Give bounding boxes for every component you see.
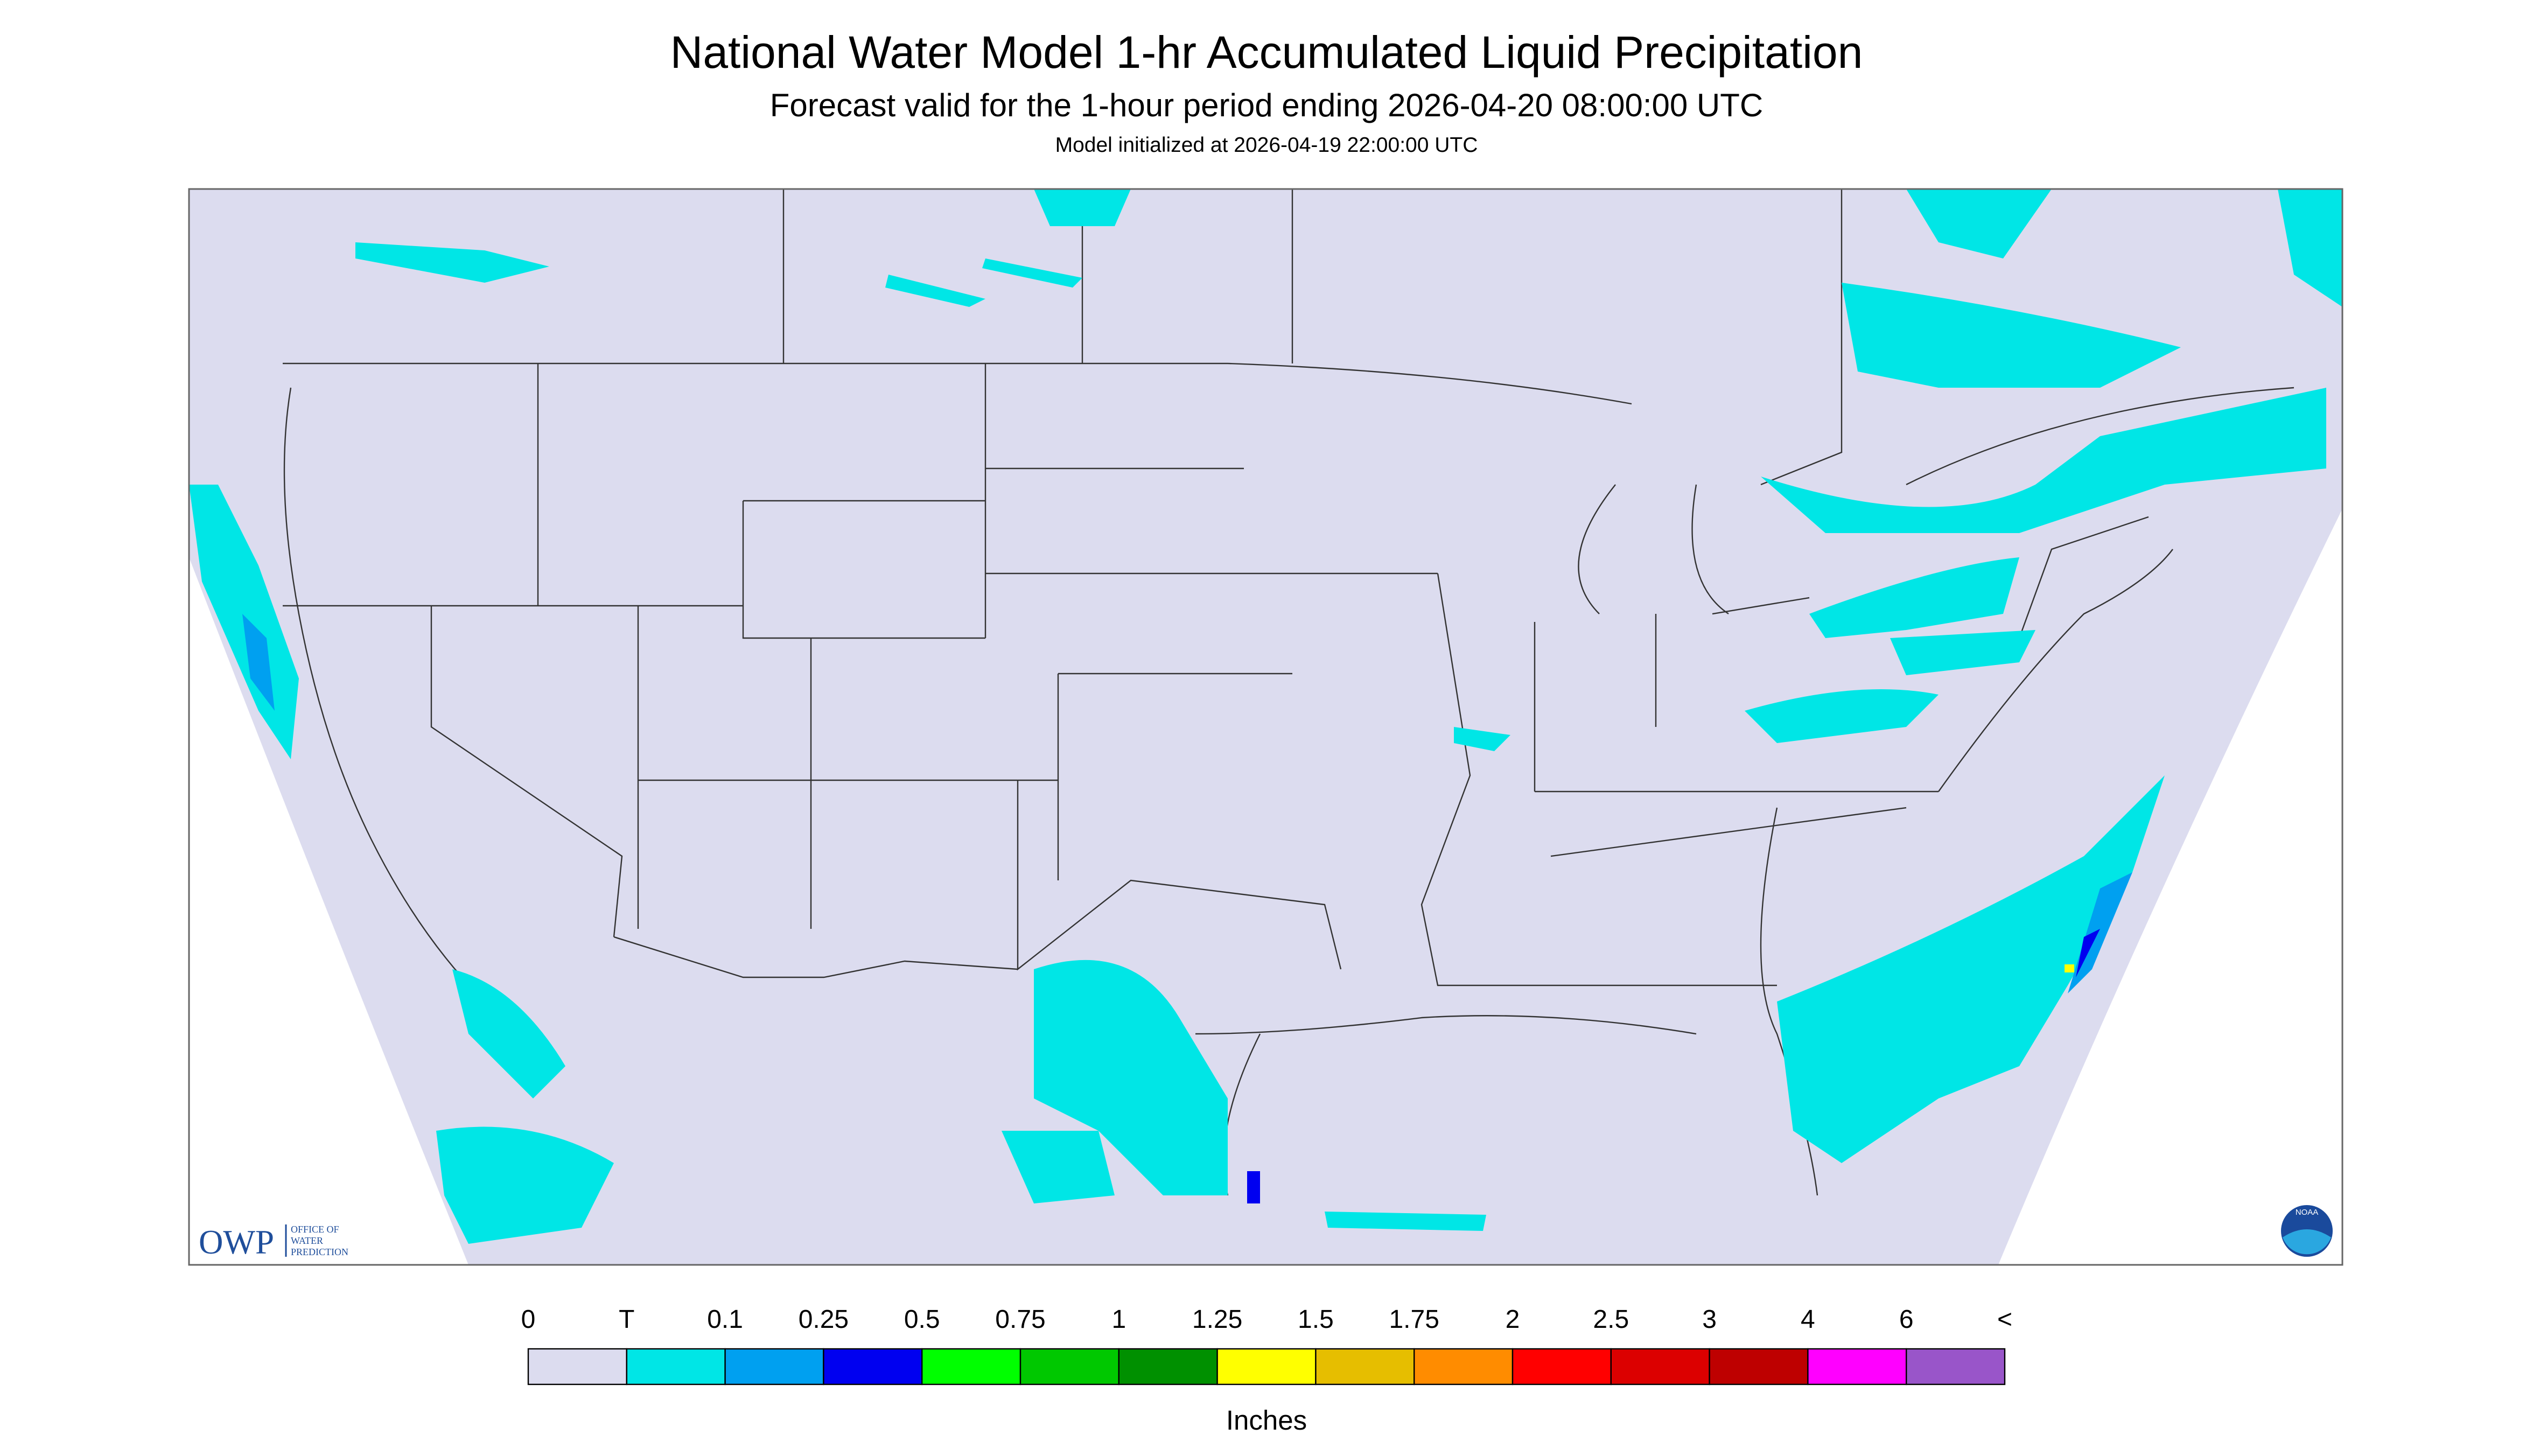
legend-swatch xyxy=(1414,1348,1514,1385)
owp-logo: OWP xyxy=(199,1223,274,1261)
legend-label: 1.25 xyxy=(1192,1305,1242,1334)
legend-label: 0 xyxy=(521,1305,536,1334)
legend-label: 3 xyxy=(1702,1305,1717,1334)
init-note: Model initialized at 2026-04-19 22:00:00… xyxy=(1055,134,1478,157)
legend-label: 6 xyxy=(1899,1305,1914,1334)
out-of-domain-left xyxy=(189,557,468,1265)
legend-swatch xyxy=(724,1348,824,1385)
legend-label: 4 xyxy=(1801,1305,1815,1334)
title: National Water Model 1-hr Accumulated Li… xyxy=(670,27,1863,78)
legend-swatch xyxy=(823,1348,923,1385)
legend-label: T xyxy=(619,1305,634,1334)
legend-label: 0.1 xyxy=(707,1305,743,1334)
subtitle: Forecast valid for the 1-hour period end… xyxy=(770,87,1763,123)
legend-swatch xyxy=(1019,1348,1120,1385)
legend-label: 0.25 xyxy=(799,1305,849,1334)
legend-swatch xyxy=(527,1348,628,1385)
legend-swatch xyxy=(921,1348,1021,1385)
legend-swatch xyxy=(1118,1348,1218,1385)
legend-label: 0.5 xyxy=(904,1305,940,1334)
precipitation xyxy=(189,189,2342,1244)
legend-swatch xyxy=(1315,1348,1415,1385)
legend-label: 0.75 xyxy=(995,1305,1045,1334)
out-of-domain-right xyxy=(1998,509,2342,1265)
legend: Inches 0 T 0.1 0.25 0.5 0.75 1 1.25 1.5 1.75 2 2.5 3… xyxy=(521,1305,2012,1436)
owp-line: OFFICE OF xyxy=(291,1224,339,1235)
map-panel: OWP OFFICE OF WATER PREDICTION NOAA xyxy=(188,188,2343,1266)
legend-swatch xyxy=(1709,1348,1809,1385)
map-frame xyxy=(188,188,2343,1266)
legend-swatch xyxy=(626,1348,726,1385)
legend-label: 1.75 xyxy=(1389,1305,1439,1334)
legend-label: 1.5 xyxy=(1298,1305,1334,1334)
owp-line: WATER xyxy=(291,1235,323,1246)
noaa-text: NOAA xyxy=(2296,1208,2319,1217)
legend-label: 2.5 xyxy=(1593,1305,1629,1334)
legend-swatch xyxy=(1610,1348,1710,1385)
legend-label: < xyxy=(1997,1305,2012,1334)
legend-swatch xyxy=(1807,1348,1907,1385)
legend-swatch xyxy=(1216,1348,1317,1385)
legend-swatch xyxy=(1512,1348,1612,1385)
owp-line: PREDICTION xyxy=(291,1247,348,1257)
legend-swatch xyxy=(1905,1348,2006,1385)
legend-label: 2 xyxy=(1506,1305,1520,1334)
legend-unit: Inches xyxy=(1226,1405,1307,1436)
legend-label: 1 xyxy=(1111,1305,1126,1334)
